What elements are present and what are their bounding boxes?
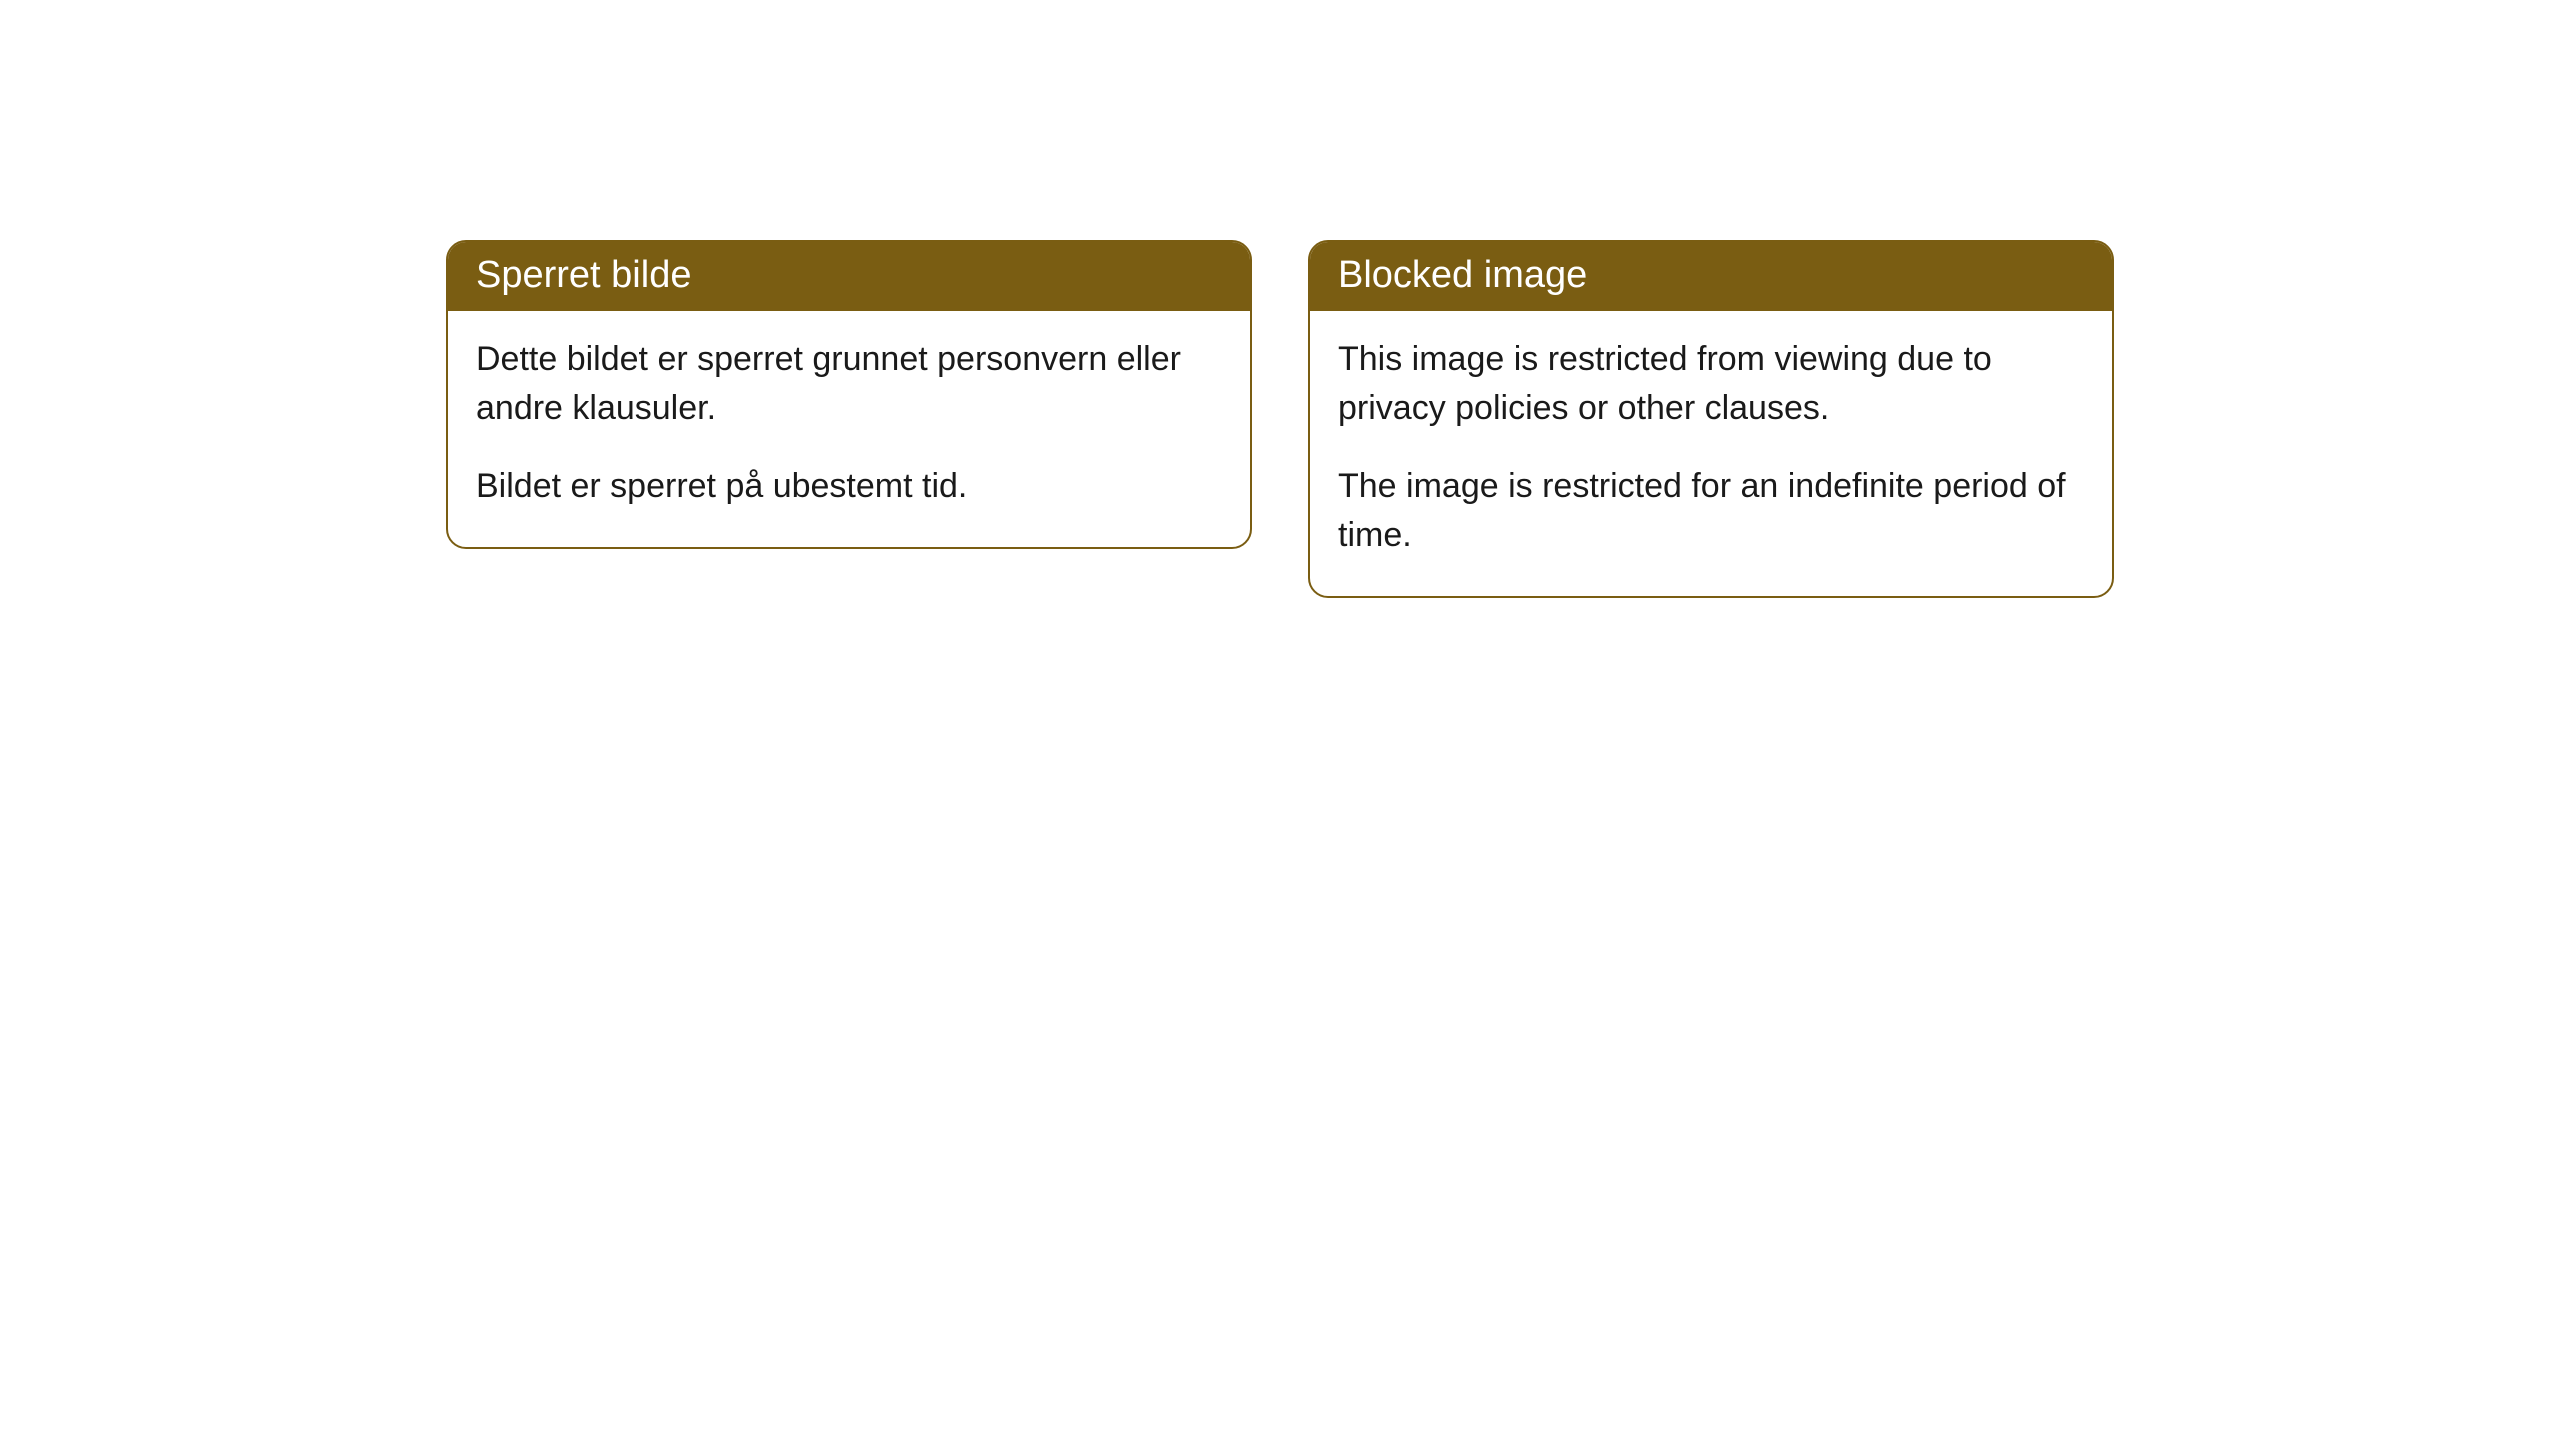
card-text-no-2: Bildet er sperret på ubestemt tid. [476,462,1222,511]
card-text-no-1: Dette bildet er sperret grunnet personve… [476,335,1222,434]
card-body-en: This image is restricted from viewing du… [1310,311,2112,596]
card-header-no: Sperret bilde [448,242,1250,311]
card-body-no: Dette bildet er sperret grunnet personve… [448,311,1250,547]
blocked-image-card-en: Blocked image This image is restricted f… [1308,240,2114,598]
notice-container: Sperret bilde Dette bildet er sperret gr… [446,240,2114,1440]
card-text-en-1: This image is restricted from viewing du… [1338,335,2084,434]
card-header-en: Blocked image [1310,242,2112,311]
card-text-en-2: The image is restricted for an indefinit… [1338,462,2084,561]
blocked-image-card-no: Sperret bilde Dette bildet er sperret gr… [446,240,1252,549]
